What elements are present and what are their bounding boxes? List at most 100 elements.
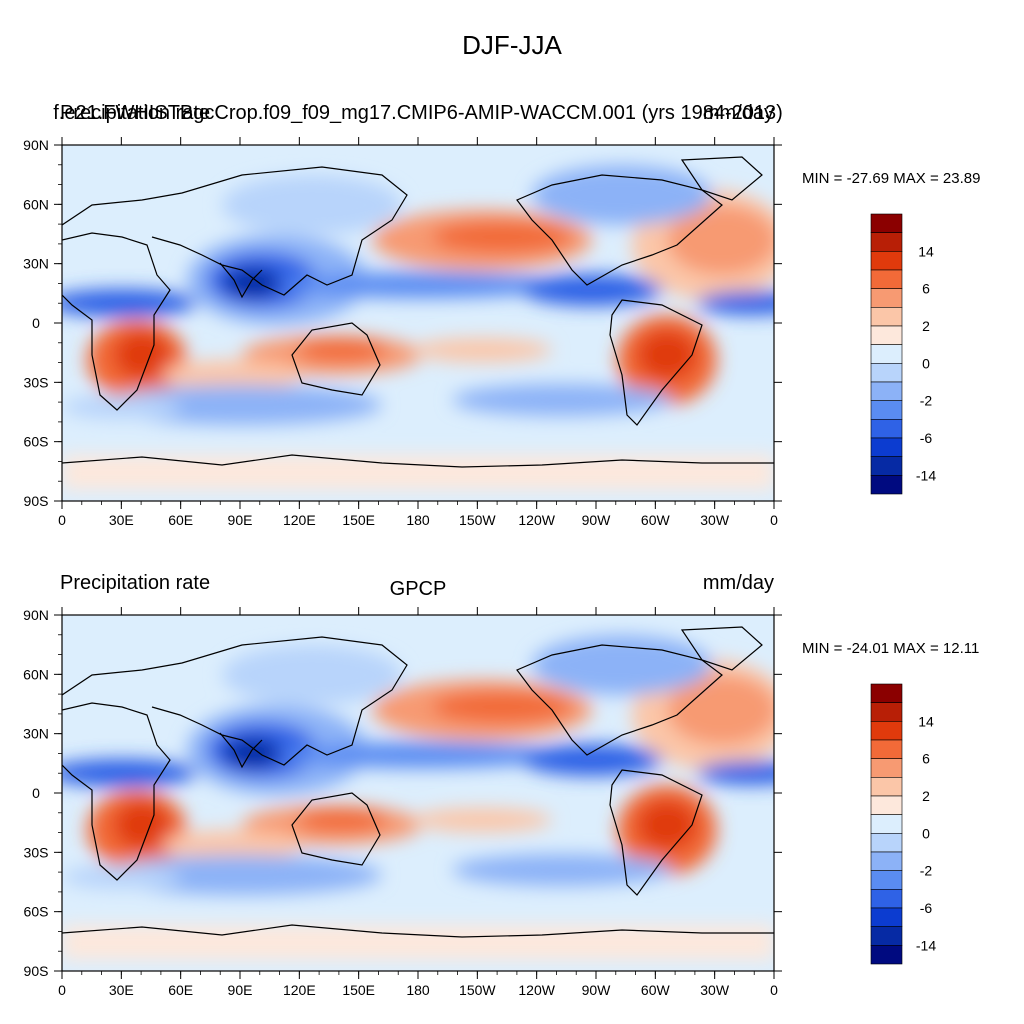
panel2-colorbar-box — [870, 702, 903, 722]
panel2-colorbar-label: -2 — [920, 863, 933, 879]
panel2-ticks: 90N 60N 30N 0 30S 60S 90S 0 30E 60E 90E 120E 150E 180… — [23, 607, 782, 998]
panel2-colorbar-box — [870, 851, 903, 871]
panel1-lat-label: 60S — [24, 434, 49, 450]
panel2-lat-label: 90S — [24, 963, 49, 979]
panel2-lat-label: 30N — [23, 726, 49, 742]
panel1-lon-label: 60E — [168, 512, 193, 528]
panel2-lat-label: 30S — [24, 844, 49, 860]
panel1-map: 90N 60N 30N 0 30S 60S 90S 0 30E 60E 90E 120E 150E 180… — [23, 137, 782, 528]
panel1-colorbar-label: -14 — [916, 467, 936, 483]
panel2-colorbar-label: -14 — [916, 937, 936, 953]
panel1-colorbar-box — [870, 400, 903, 420]
panel2-colorbar-box — [870, 870, 903, 890]
panel1-lon-label: 0 — [58, 512, 66, 528]
panel1-lon-label: 60W — [641, 512, 671, 528]
panel1-lon-label: 0 — [770, 512, 778, 528]
panel1-colorbar-box — [870, 475, 903, 495]
panel1-ticks: 90N 60N 30N 0 30S 60S 90S 0 30E 60E 90E 120E 150E 180… — [23, 137, 782, 528]
panel1-colorbar-box — [870, 419, 903, 439]
panel2-lon-label: 30E — [109, 982, 134, 998]
panel1-lat-label: 30S — [24, 374, 49, 390]
panel1-colorbar-label: -6 — [920, 430, 933, 446]
panel2-lon-label: 150E — [342, 982, 375, 998]
panel1-lon-label: 90W — [582, 512, 612, 528]
panel2-colorbar-box — [870, 926, 903, 946]
panel2-lon-label: 0 — [58, 982, 66, 998]
panel1-colorbar-box — [870, 213, 903, 233]
panel1-colorbar-box — [870, 456, 903, 476]
panel1-min-max: MIN = -27.69 MAX = 23.89 — [802, 170, 981, 187]
panel1-lon-label: 90E — [228, 512, 253, 528]
panel2-colorbar: 14 6 2 0 -2 -6 -14 — [870, 683, 936, 965]
panel2-colorbar-box — [870, 945, 903, 965]
figure-title: DJF-JJA — [462, 30, 562, 60]
panel2-left-title: Precipitation rate — [60, 572, 211, 594]
panel2-colorbar-label: 6 — [922, 751, 930, 767]
panel2-right-title: mm/day — [702, 572, 774, 594]
panel1-colorbar-label: -2 — [920, 393, 933, 409]
panel2-lat-label: 60S — [24, 904, 49, 920]
panel2-colorbar-box — [870, 833, 903, 853]
panel2-lon-label: 90W — [582, 982, 612, 998]
panel1-lon-label: 150W — [459, 512, 496, 528]
panel1-colorbar-box — [870, 437, 903, 457]
panel1-colorbar-box — [870, 232, 903, 252]
panel2-colorbar-label: 14 — [918, 713, 934, 729]
panel1-colorbar-box — [870, 251, 903, 271]
panel1-colorbar-box — [870, 307, 903, 327]
panel2-lat-label: 60N — [23, 666, 49, 682]
panel2-colorbar-label: 2 — [922, 788, 930, 804]
panel2-colorbar-box — [870, 777, 903, 797]
panel1-colorbar-box — [870, 381, 903, 401]
panel2-lon-label: 150W — [459, 982, 496, 998]
panel1-colorbar: 14 6 2 0 -2 -6 -14 — [870, 213, 936, 495]
panel2-lat-label: 90N — [23, 607, 49, 623]
panel2-min-max: MIN = -24.01 MAX = 12.11 — [802, 640, 980, 657]
panel2-lat-label: 0 — [32, 785, 40, 801]
panel2-lon-label: 90E — [228, 982, 253, 998]
panel1-lat-label: 30N — [23, 256, 49, 272]
panel1-lon-label: 30E — [109, 512, 134, 528]
panel1-left-title: Precipitation rate — [60, 102, 211, 124]
panel1-colorbar-label: 0 — [922, 355, 930, 371]
panel2-colorbar-box — [870, 889, 903, 909]
panel1-lat-label: 90N — [23, 137, 49, 153]
panel1-lon-label: 120E — [283, 512, 316, 528]
panel1-lat-label: 0 — [32, 315, 40, 331]
panel1-colorbar-box — [870, 269, 903, 289]
panel1-colorbar-box — [870, 288, 903, 308]
panel2-lon-label: 120W — [518, 982, 555, 998]
panel1-right-title: mm/day — [702, 102, 774, 124]
panel1-lon-label: 150E — [342, 512, 375, 528]
panel1-lon-label: 120W — [518, 512, 555, 528]
panel2-colorbar-box — [870, 739, 903, 759]
panel2-colorbar-box — [870, 795, 903, 815]
panel2-map: 90N 60N 30N 0 30S 60S 90S 0 30E 60E 90E 120E 150E 180… — [23, 607, 782, 998]
panel1-lon-label: 30W — [700, 512, 730, 528]
panel1-lat-label: 60N — [23, 196, 49, 212]
panel2-lon-label: 120E — [283, 982, 316, 998]
panel1-colorbar-label: 14 — [918, 243, 934, 259]
panel1-colorbar-box — [870, 325, 903, 345]
panel1-colorbar-label: 6 — [922, 281, 930, 297]
panel1-center-title: f.e21.FWHISTBgcCrop.f09_f09_mg17.CMIP6-A… — [53, 102, 783, 124]
panel2-lon-label: 60E — [168, 982, 193, 998]
panel1-colorbar-box — [870, 344, 903, 364]
panel2-colorbar-box — [870, 758, 903, 778]
panel1-lon-label: 180 — [406, 512, 430, 528]
panel1-lat-label: 90S — [24, 493, 49, 509]
panel2-colorbar-label: -6 — [920, 900, 933, 916]
panel2-colorbar-box — [870, 683, 903, 703]
panel2-colorbar-box — [870, 814, 903, 834]
panel2-center-title: GPCP — [389, 578, 447, 600]
panel2-colorbar-label: 0 — [922, 825, 930, 841]
panel2-lon-label: 0 — [770, 982, 778, 998]
panel2-colorbar-box — [870, 721, 903, 741]
panel1-colorbar-label: 2 — [922, 318, 930, 334]
panel2-colorbar-box — [870, 907, 903, 927]
panel2-lon-label: 30W — [700, 982, 730, 998]
panel1-colorbar-box — [870, 363, 903, 383]
panel2-lon-label: 60W — [641, 982, 671, 998]
panel2-lon-label: 180 — [406, 982, 430, 998]
